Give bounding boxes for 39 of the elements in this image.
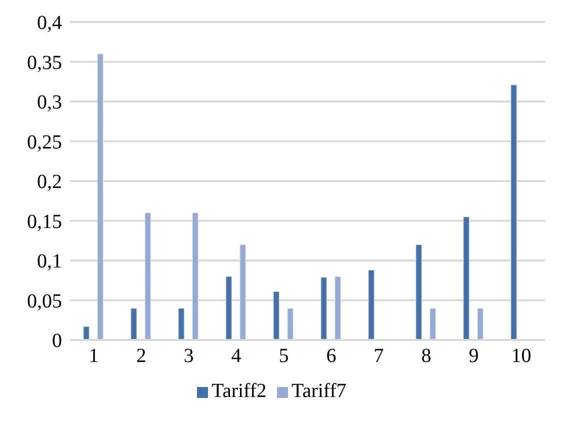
bar: [192, 212, 199, 340]
bar: [320, 276, 328, 340]
x-tick-label: 8: [421, 345, 432, 368]
y-tick-label: 0,05: [27, 290, 62, 312]
bar: [82, 326, 90, 340]
y-tick-label: 0,25: [27, 131, 62, 154]
x-tick-label: 10: [511, 345, 532, 368]
bar: [225, 276, 232, 340]
y-tick-label: 0,4: [37, 12, 62, 34]
bar: [130, 308, 138, 340]
bar: [368, 270, 375, 340]
x-tick-label: 5: [278, 345, 289, 368]
bar: [510, 84, 518, 340]
bar: [239, 244, 246, 340]
bar: [286, 308, 294, 340]
bar: [415, 244, 422, 340]
y-tick-label: 0,35: [27, 52, 62, 74]
bar: [334, 276, 342, 340]
x-tick-label: 9: [468, 345, 479, 368]
y-tick-label: 0: [52, 330, 62, 352]
x-tick-label: 1: [88, 345, 99, 368]
y-tick-label: 0,3: [37, 92, 62, 114]
bar: [178, 308, 185, 340]
x-tick-label: 2: [136, 345, 146, 368]
y-tick-label: 0,15: [27, 210, 62, 233]
y-tick-label: 0,1: [37, 250, 62, 273]
legend-label: Tariff2: [212, 380, 266, 402]
legend-label: Tariff7: [292, 380, 346, 402]
bar: [462, 216, 470, 340]
bar: [429, 308, 436, 340]
x-tick-label: 7: [374, 345, 384, 368]
x-tick-label: 4: [231, 345, 242, 368]
bar: [96, 53, 104, 340]
y-tick-label: 0,2: [37, 171, 62, 194]
bar: [272, 291, 280, 340]
bar: [476, 308, 484, 340]
x-tick-label: 3: [184, 345, 194, 368]
x-tick-label: 6: [326, 345, 336, 368]
bar: [144, 212, 152, 340]
